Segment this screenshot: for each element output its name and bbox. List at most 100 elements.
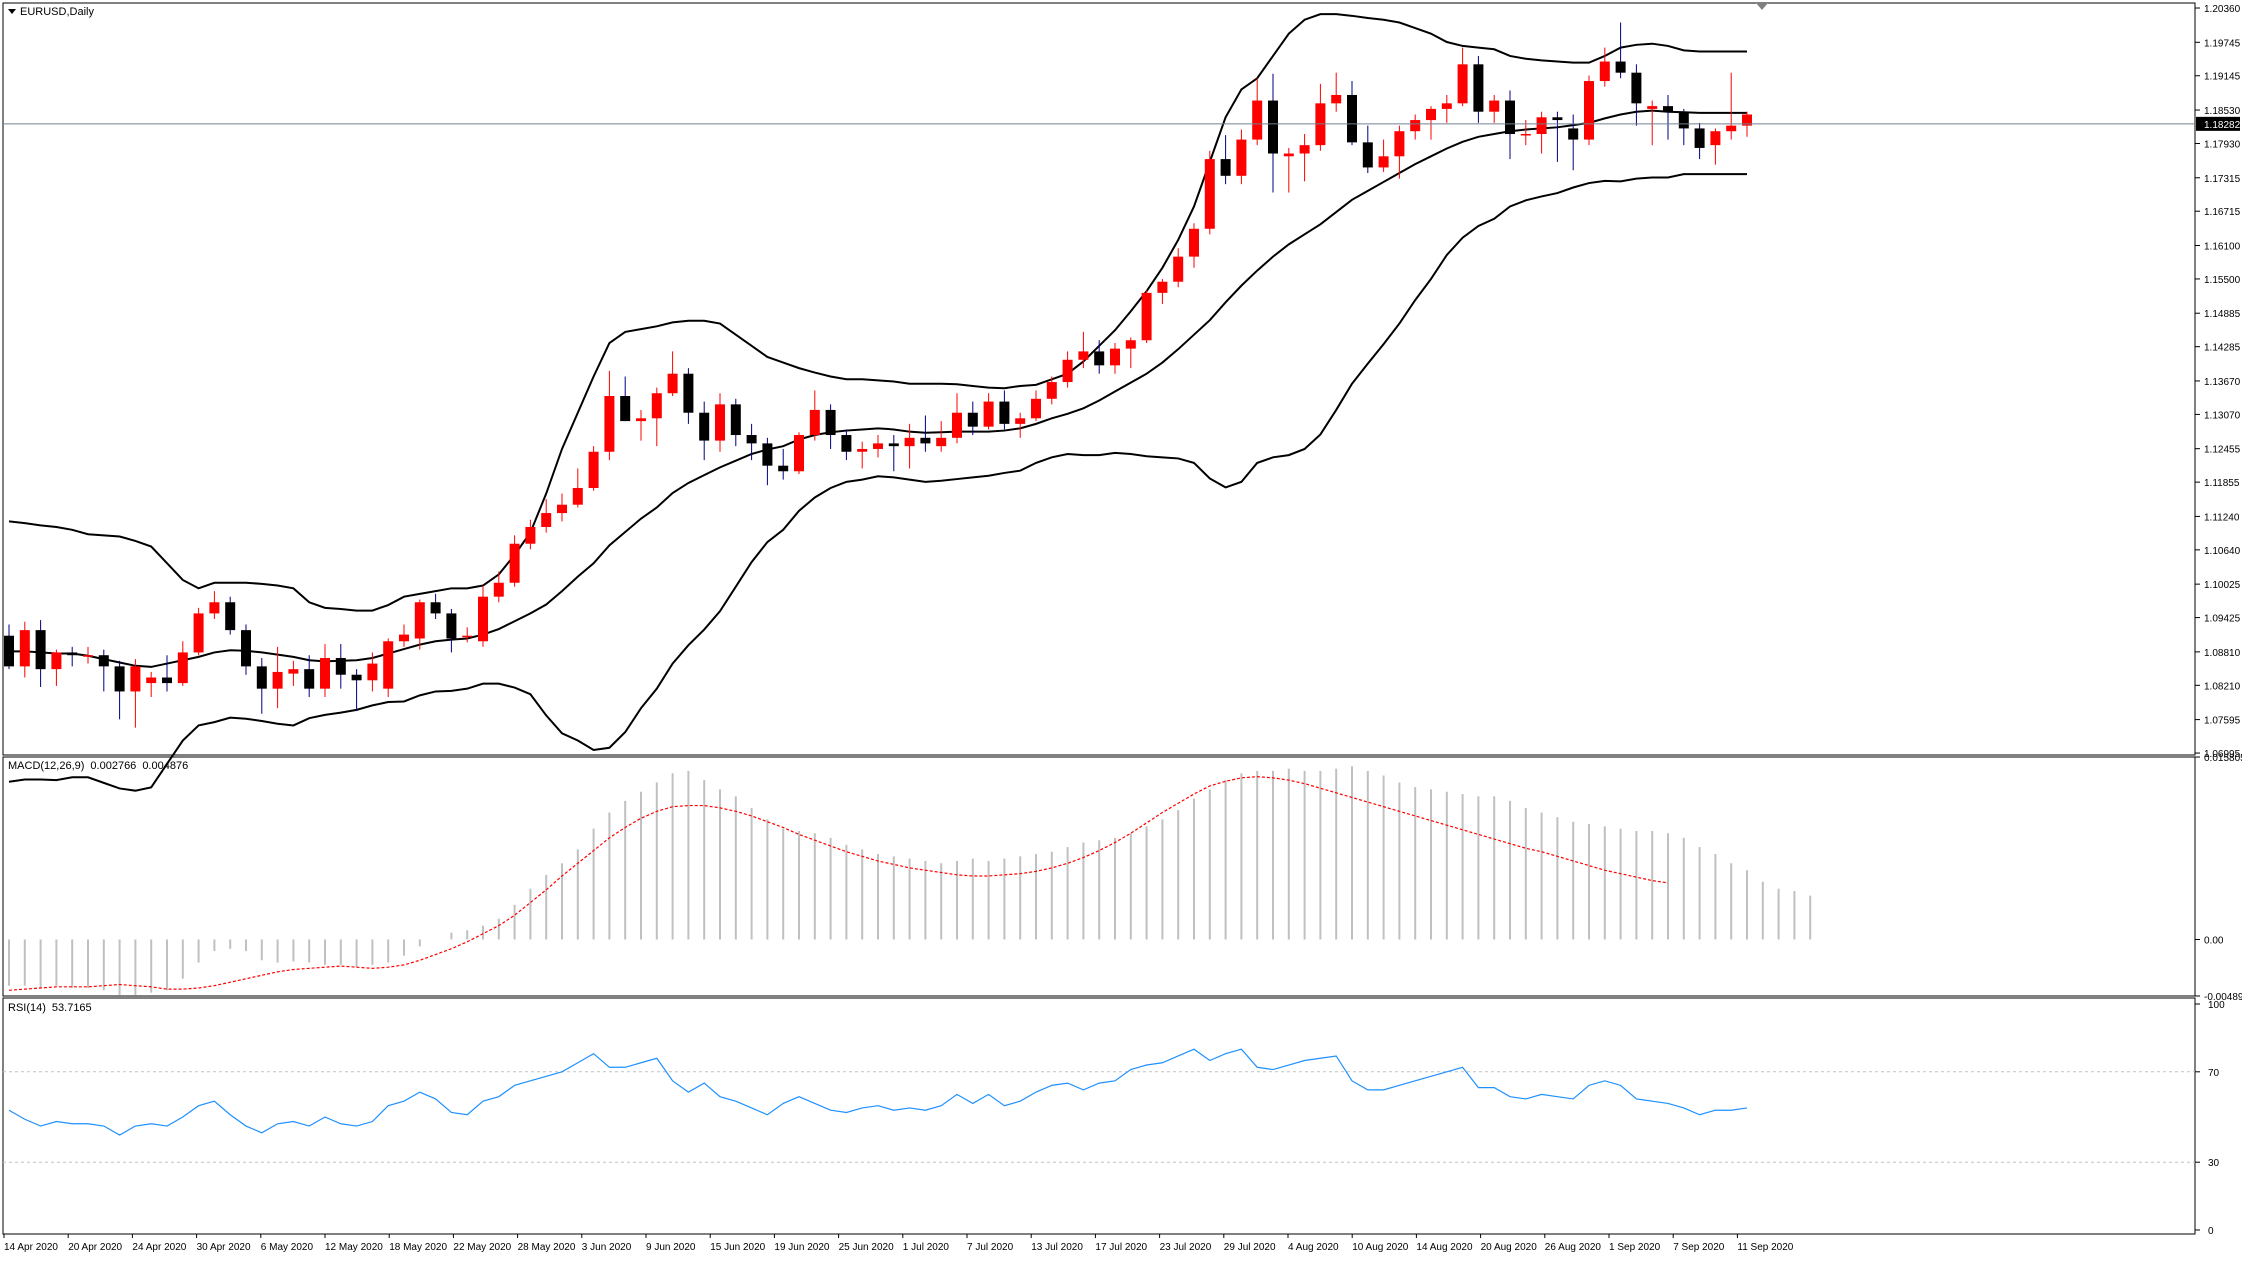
date-tick-label: 25 Jun 2020: [839, 1242, 894, 1253]
candle-bear: [841, 435, 852, 452]
candle-bear: [304, 669, 315, 689]
candle-bull: [1726, 125, 1737, 132]
current-price-tag: 1.18282: [2204, 120, 2241, 131]
candle-bear: [1663, 106, 1673, 112]
candle-bull: [1742, 114, 1752, 126]
candle-bull: [1584, 81, 1594, 140]
macd-signal-value: 0.004876: [142, 760, 189, 772]
date-tick-label: 19 Jun 2020: [774, 1242, 829, 1253]
date-tick-label: 18 May 2020: [389, 1242, 447, 1253]
candle-bull: [1236, 139, 1247, 176]
candle-bull: [1015, 418, 1026, 424]
candle-bull: [367, 663, 378, 681]
candle-bull: [146, 677, 157, 684]
price-tick-label: 1.10025: [2204, 580, 2241, 591]
date-tick-label: 3 Jun 2020: [582, 1242, 632, 1253]
price-tick-label: 1.14885: [2204, 309, 2241, 320]
candle-bear: [999, 401, 1010, 424]
candle-bull: [1299, 145, 1310, 154]
candle-bull: [478, 596, 488, 642]
macd-main-value: 0.002766: [90, 760, 137, 772]
candle-bear: [1268, 100, 1278, 154]
candle-bull: [272, 671, 283, 689]
price-tick-label: 1.11855: [2204, 478, 2240, 489]
candle-bull: [1173, 256, 1184, 282]
candle-bull: [667, 373, 678, 394]
date-tick-label: 12 May 2020: [325, 1242, 383, 1253]
candle-bear: [1473, 64, 1484, 112]
candle-bull: [320, 658, 330, 689]
date-tick-label: 30 Apr 2020: [197, 1242, 251, 1253]
price-tick-label: 1.11240: [2204, 512, 2240, 523]
candle-bear: [1505, 100, 1515, 135]
candle-bull: [1046, 382, 1057, 399]
candle-bull: [1189, 228, 1199, 257]
candle-bear: [762, 443, 773, 466]
candle-bull: [493, 582, 504, 597]
candle-bull: [1283, 153, 1294, 157]
candle-bull: [177, 652, 188, 684]
candle-bear: [1362, 142, 1373, 168]
price-pane-title: EURUSD,Daily: [8, 6, 100, 18]
candle-bull: [509, 543, 520, 583]
candle-bear: [1568, 128, 1579, 140]
candle-bear: [620, 396, 631, 422]
candle-bull: [1331, 94, 1342, 104]
date-tick-label: 11 Sep 2020: [1737, 1242, 1793, 1253]
candle-bull: [209, 602, 220, 614]
candle-bull: [1252, 100, 1263, 140]
candle-bull: [83, 655, 93, 657]
macd-name: MACD(12,26,9): [8, 760, 85, 772]
candle-bear: [1615, 61, 1626, 73]
bollinger-lower-line: [8, 173, 1747, 792]
candle-bull: [525, 527, 536, 544]
price-pane-frame: [2, 2, 2196, 756]
date-tick-label: 7 Sep 2020: [1673, 1242, 1725, 1253]
macd-tick-label: -0.004894: [2204, 992, 2242, 1003]
candle-bull: [1394, 131, 1405, 157]
candle-bull: [1441, 103, 1452, 109]
candle-bear: [225, 602, 236, 631]
candle-bull: [51, 652, 62, 670]
candle-bear: [730, 404, 741, 436]
symbol-menu-icon[interactable]: [8, 9, 16, 14]
candle-bull: [1110, 348, 1120, 366]
rsi-pane-frame: [2, 997, 2196, 1235]
macd-tick-label: 0.00: [2204, 935, 2224, 946]
bollinger-middle-line: [9, 109, 1747, 668]
rsi-tick-label: 0: [2208, 1226, 2214, 1237]
candle-bull: [857, 448, 868, 452]
candle-bear: [35, 630, 46, 670]
candle-bull: [541, 513, 552, 528]
date-tick-label: 4 Aug 2020: [1288, 1242, 1339, 1253]
candle-bull: [19, 630, 30, 667]
rsi-line: [8, 1048, 1748, 1136]
price-tick-label: 1.16100: [2204, 241, 2241, 252]
candle-bear: [1678, 111, 1689, 129]
candle-bear: [162, 677, 172, 684]
candle-bull: [651, 393, 662, 419]
candle-bear: [967, 412, 978, 427]
price-tick-label: 1.06995: [2204, 749, 2241, 760]
chart-shift-marker[interactable]: [1756, 3, 1768, 10]
price-tick-label: 1.18530: [2204, 106, 2241, 117]
candle-bull: [1125, 340, 1136, 349]
candle-bull: [1457, 64, 1468, 104]
date-tick-label: 7 Jul 2020: [967, 1242, 1014, 1253]
rsi-name: RSI(14): [8, 1002, 46, 1014]
candle-bull: [1710, 131, 1721, 146]
date-tick-label: 14 Apr 2020: [4, 1242, 58, 1253]
price-tick-label: 1.14285: [2204, 343, 2241, 354]
candle-bear: [746, 435, 757, 444]
rsi-pane-title: RSI(14) 53.7165: [8, 1002, 98, 1014]
candle-bull: [462, 635, 473, 638]
rsi-tick-label: 30: [2208, 1158, 2220, 1169]
date-tick-label: 20 Aug 2020: [1481, 1242, 1538, 1253]
date-tick-label: 20 Apr 2020: [68, 1242, 122, 1253]
date-tick-label: 24 Apr 2020: [132, 1242, 186, 1253]
bollinger-bands: [8, 13, 1747, 792]
candle-bear: [825, 409, 836, 436]
candle-bull: [193, 613, 204, 653]
price-tick-label: 1.17315: [2204, 174, 2241, 185]
